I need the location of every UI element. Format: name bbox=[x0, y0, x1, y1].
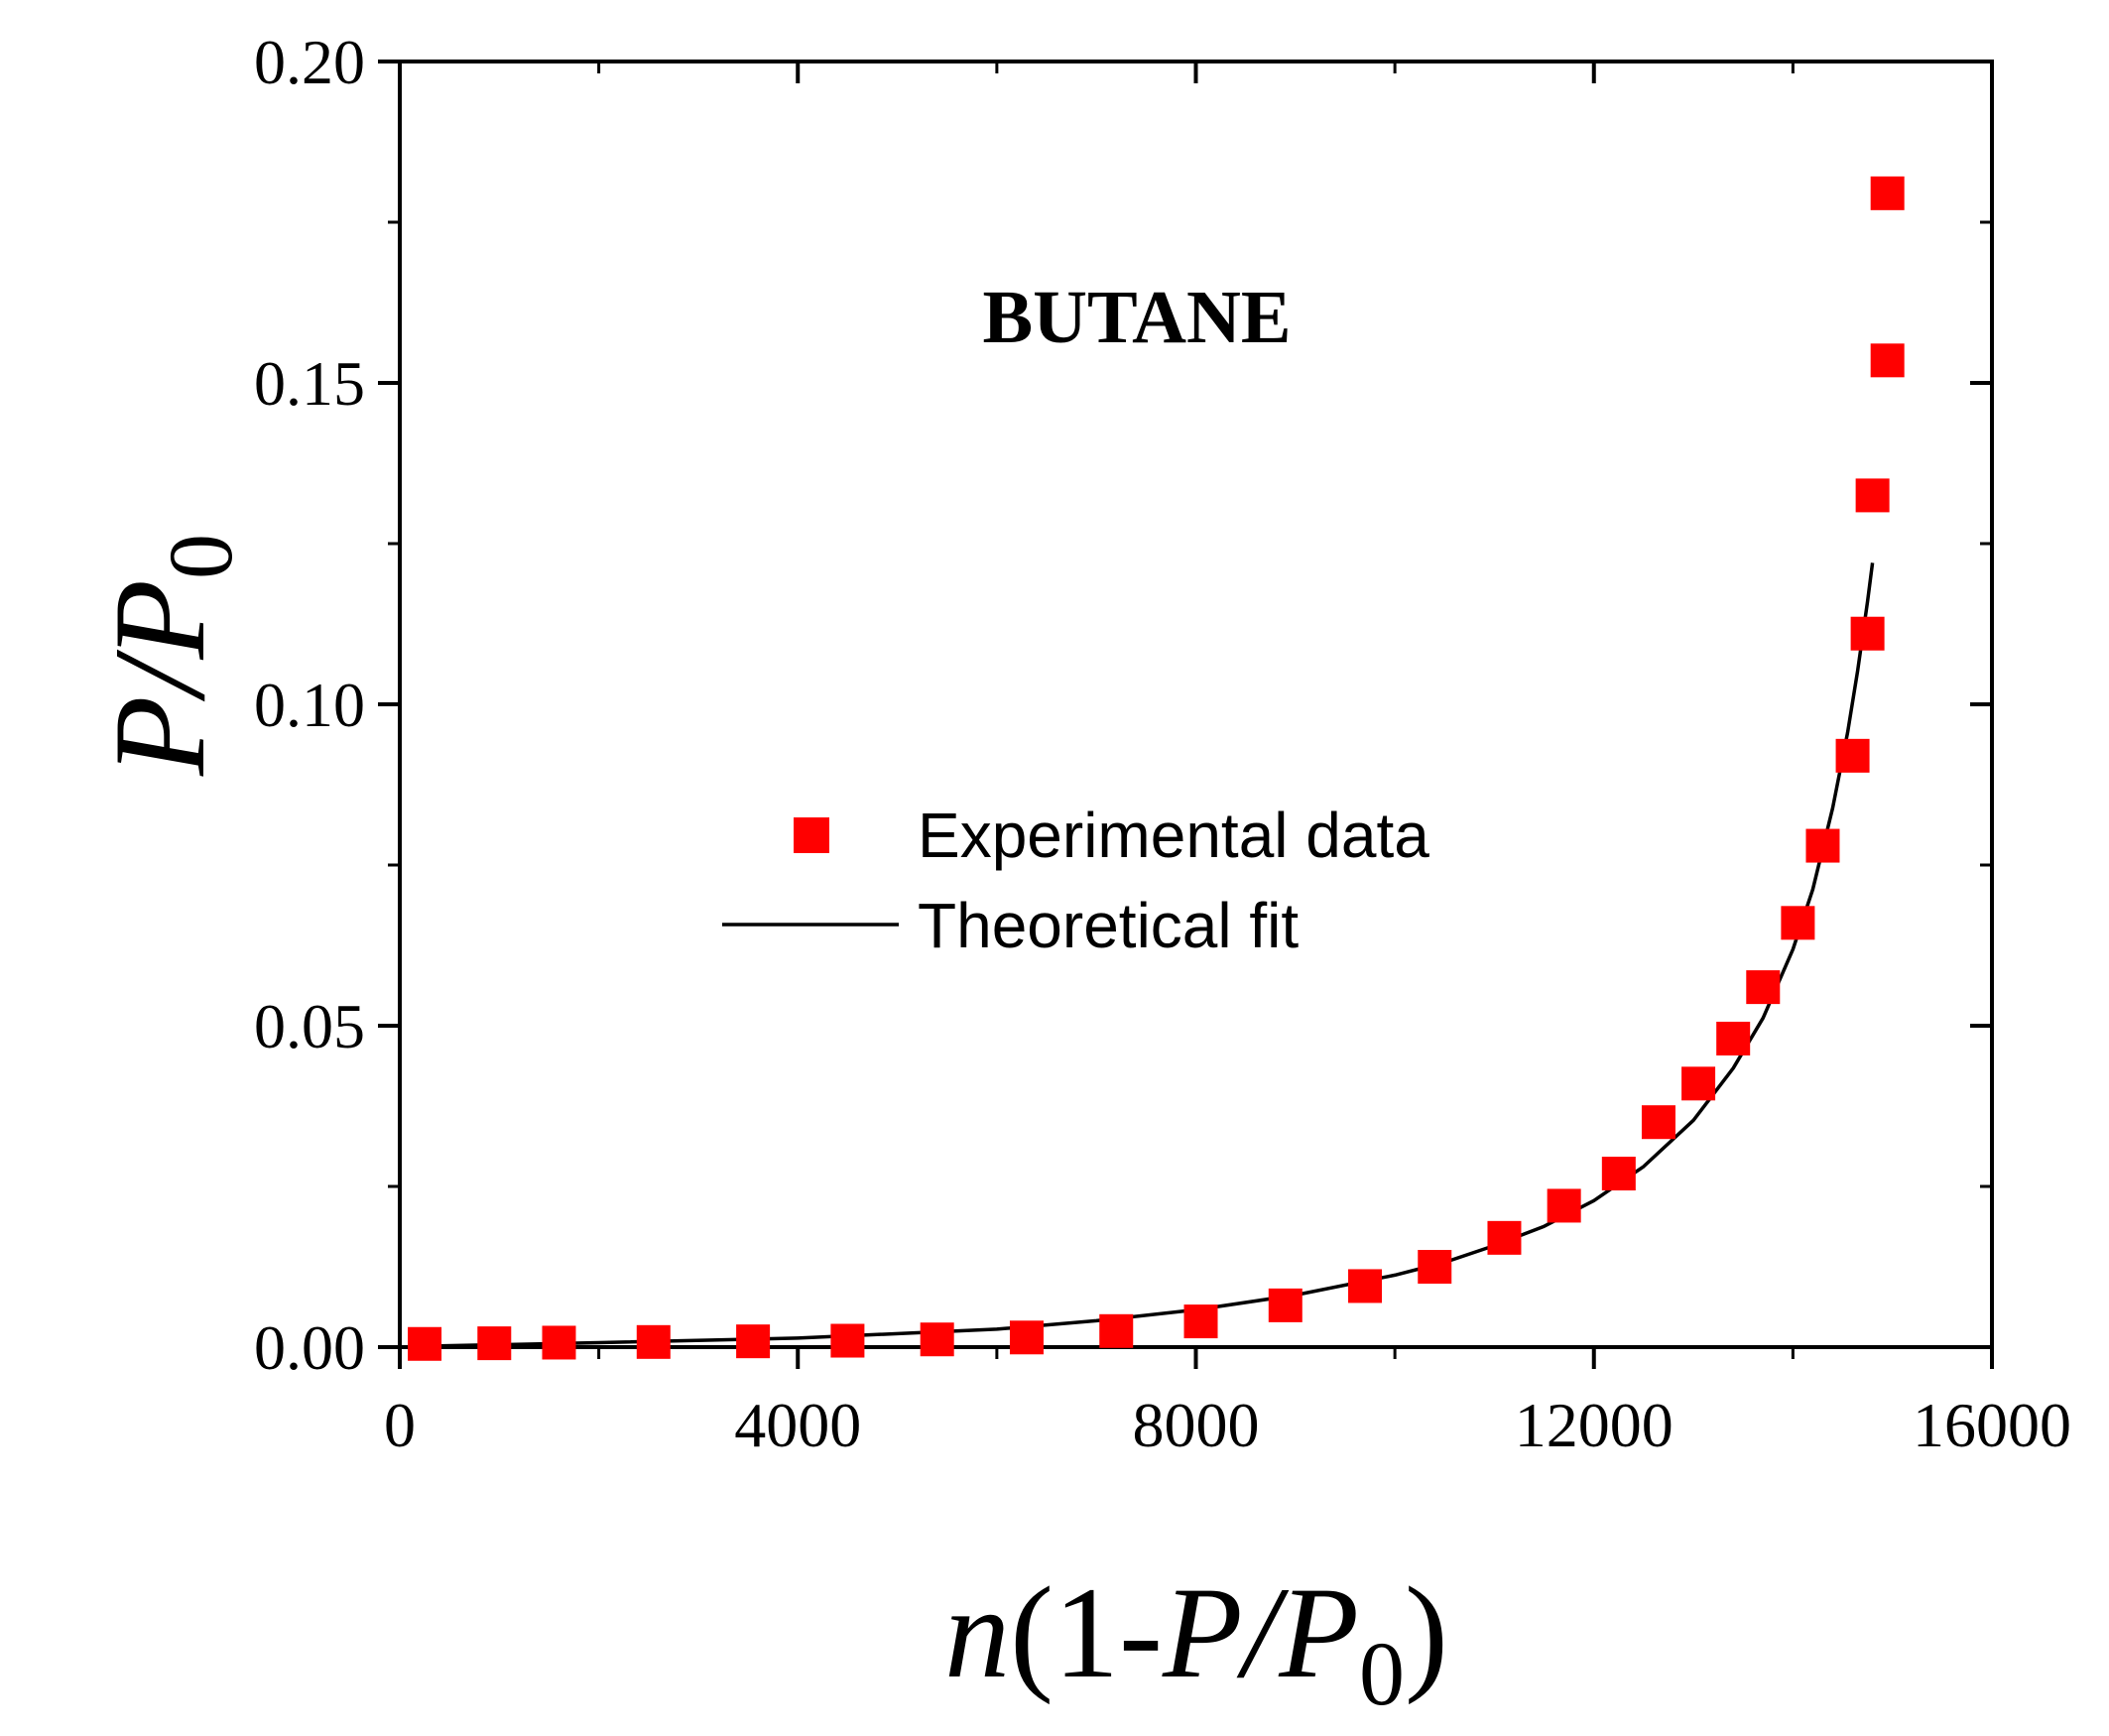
experimental-data-point bbox=[1601, 1157, 1636, 1191]
experimental-data-point bbox=[830, 1323, 865, 1358]
experimental-data-point bbox=[1746, 970, 1781, 1005]
theoretical-fit-line bbox=[409, 562, 1875, 1349]
y-tick-label: 0.00 bbox=[254, 1312, 365, 1383]
experimental-data-point bbox=[1870, 343, 1905, 378]
experimental-data-point bbox=[1850, 616, 1885, 651]
experimental-data-point bbox=[1348, 1269, 1383, 1303]
legend-marker-experimental bbox=[794, 817, 829, 853]
labels-layer: 0 4000 8000 12000 16000 0.00 0.05 0.10 0.15 0.20 bbox=[254, 27, 2071, 1460]
y-tick-label: 0.10 bbox=[254, 670, 365, 740]
y-axis-title: P/P0 bbox=[86, 534, 251, 777]
x-tick-label: 8000 bbox=[1133, 1390, 1260, 1460]
experimental-data-point bbox=[636, 1324, 671, 1359]
experimental-data-point bbox=[1183, 1304, 1218, 1339]
experimental-data-point bbox=[1547, 1188, 1581, 1223]
legend: Experimental data Theoretical fit bbox=[722, 800, 1429, 961]
y-tick-label: 0.20 bbox=[254, 27, 365, 97]
y-tick-label: 0.05 bbox=[254, 991, 365, 1061]
experimental-data-point bbox=[736, 1324, 771, 1359]
experimental-data-point bbox=[542, 1325, 576, 1360]
legend-label-theoretical: Theoretical fit bbox=[918, 890, 1299, 961]
experimental-data-point bbox=[1870, 176, 1905, 210]
experimental-data-point bbox=[1781, 906, 1815, 940]
experimental-data-point bbox=[477, 1326, 512, 1361]
experimental-data-point bbox=[1855, 478, 1890, 513]
x-tick-label: 0 bbox=[384, 1390, 416, 1460]
x-tick-label: 12000 bbox=[1515, 1390, 1674, 1460]
x-tick-label: 4000 bbox=[734, 1390, 861, 1460]
experimental-data-point bbox=[920, 1322, 954, 1357]
experimental-data-point bbox=[1805, 828, 1840, 863]
x-axis-title: n(1-P/P0) bbox=[944, 1559, 1448, 1724]
plot-frame-layer bbox=[398, 60, 1994, 1349]
plot-frame bbox=[398, 60, 1994, 1349]
experimental-data-point bbox=[1716, 1021, 1751, 1055]
experimental-data-point bbox=[1641, 1105, 1675, 1140]
experimental-data-point bbox=[1268, 1288, 1303, 1322]
chart-annotation: BUTANE bbox=[982, 276, 1291, 359]
x-tick-label: 16000 bbox=[1913, 1390, 2071, 1460]
experimental-data-point bbox=[1681, 1066, 1716, 1101]
experimental-data-point bbox=[1835, 738, 1870, 773]
experimental-data-point bbox=[408, 1326, 442, 1361]
ticks-layer bbox=[378, 60, 1994, 1369]
y-tick-label: 0.15 bbox=[254, 348, 365, 419]
legend-label-experimental: Experimental data bbox=[918, 800, 1429, 871]
experimental-data-point bbox=[1009, 1320, 1044, 1355]
experimental-data-point bbox=[1099, 1313, 1134, 1348]
experimental-data-point bbox=[1418, 1250, 1452, 1284]
series-layer bbox=[408, 176, 1905, 1361]
experimental-data-point bbox=[1487, 1220, 1522, 1255]
